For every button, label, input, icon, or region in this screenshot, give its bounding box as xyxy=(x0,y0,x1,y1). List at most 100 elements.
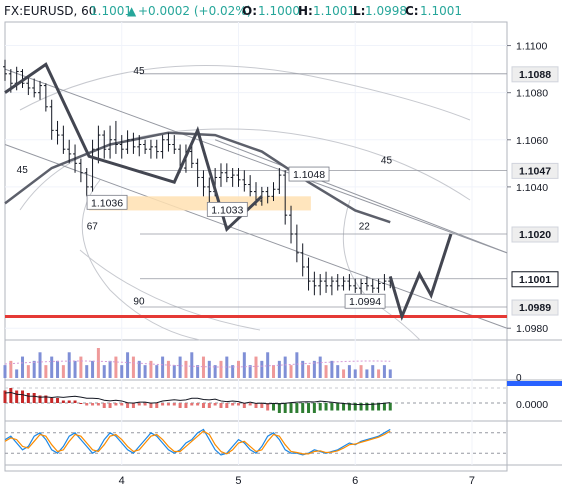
volume-bar xyxy=(26,365,30,378)
annotation-box xyxy=(344,293,386,309)
candle xyxy=(148,139,153,159)
candle xyxy=(318,274,323,296)
annotation-label: 1.1048 xyxy=(293,169,325,181)
price-tag-label: 1.0989 xyxy=(519,302,551,314)
oscillator-bar xyxy=(236,403,240,406)
volume-bar xyxy=(178,356,182,378)
price-tag-box xyxy=(511,162,559,179)
price-tag: 1.1001 xyxy=(511,271,559,288)
candle xyxy=(61,125,66,154)
fib-arc xyxy=(79,249,261,331)
candle xyxy=(283,170,288,225)
candle xyxy=(207,177,212,204)
candle xyxy=(67,139,72,164)
fib-arc xyxy=(19,128,471,211)
oscillator-bar xyxy=(359,403,363,411)
low-value: 1.0998 xyxy=(365,4,407,18)
candle xyxy=(55,120,60,145)
oscillator-bar xyxy=(108,403,112,408)
candle xyxy=(84,168,89,197)
volume-bar xyxy=(266,352,270,378)
volume-bar xyxy=(149,360,153,378)
annotation-box xyxy=(206,201,248,217)
fib-label: 90 xyxy=(133,297,145,308)
volume-bar xyxy=(353,369,357,378)
oscillator-bar xyxy=(61,400,65,403)
volume-bar xyxy=(143,365,147,378)
candle xyxy=(335,274,340,291)
oscillator-bar xyxy=(67,400,71,403)
oscillator-bar xyxy=(50,398,54,403)
oscillator-bar xyxy=(126,403,130,408)
oscillator-bar xyxy=(26,393,30,403)
volume-bar xyxy=(336,365,340,378)
y-tick-label: 1.0980 xyxy=(516,323,548,335)
oscillator-bar xyxy=(219,403,223,408)
candle xyxy=(154,139,159,159)
volume-bar xyxy=(347,365,351,378)
volume-bar xyxy=(248,365,252,378)
candle xyxy=(324,271,329,293)
arrow-up-icon: ▲ xyxy=(127,4,137,18)
x-tick-label: 4 xyxy=(119,475,125,487)
volume-bar xyxy=(3,365,7,378)
y-tick-label: 1.1100 xyxy=(516,41,547,53)
volume-bar xyxy=(236,360,240,378)
volume-bar xyxy=(79,356,83,378)
oscillator-bar xyxy=(347,403,351,411)
price-tag-label: 1.1001 xyxy=(519,274,551,286)
oscillator-bar xyxy=(114,403,118,406)
volume-ma-line xyxy=(4,360,391,368)
fib-label: 45 xyxy=(133,66,145,77)
oscillator-bar xyxy=(149,403,153,408)
oscillator-zero-label: 0.0000 xyxy=(516,399,548,411)
volume-bar xyxy=(9,360,13,378)
y-tick-label: 1.1060 xyxy=(516,135,548,147)
volume-bar xyxy=(219,360,223,378)
volume-bar xyxy=(359,365,363,378)
oscillator-bar xyxy=(21,390,25,403)
candle xyxy=(119,135,124,159)
volume-bar xyxy=(225,356,229,378)
candle xyxy=(236,168,241,187)
candle xyxy=(289,205,294,244)
oscillator-bar xyxy=(231,403,235,406)
volume-bar xyxy=(161,356,165,378)
volume-bar xyxy=(190,352,194,378)
candle xyxy=(242,170,247,192)
fib-label: 67 xyxy=(87,221,99,232)
volume-bar xyxy=(289,365,293,378)
oscillator-line xyxy=(4,391,391,406)
low-label: L: xyxy=(353,4,365,18)
volume-bar xyxy=(272,365,276,378)
candle xyxy=(43,83,48,112)
candle xyxy=(224,163,229,183)
volume-zero-label: 0 xyxy=(516,373,522,384)
oscillator-bar xyxy=(102,403,106,408)
close-value: 1.1001 xyxy=(420,4,462,18)
price-tag-box xyxy=(511,299,559,316)
annotation-label: 1.1036 xyxy=(91,197,123,209)
volume-bar xyxy=(324,365,328,378)
price-tag-box xyxy=(511,226,559,243)
oscillator-bar xyxy=(201,403,205,408)
volume-bar xyxy=(155,365,159,378)
volume-bar xyxy=(201,356,205,378)
candle xyxy=(32,78,37,98)
candle xyxy=(306,257,311,291)
zigzag-line xyxy=(4,62,263,233)
candle xyxy=(78,158,83,183)
price-tag-label: 1.1047 xyxy=(519,165,551,177)
volume-bar xyxy=(184,360,188,378)
candle xyxy=(329,276,334,296)
oscillator-bar xyxy=(131,403,135,408)
oscillator-bar xyxy=(330,403,334,411)
oscillator-bar xyxy=(73,400,77,403)
candle xyxy=(49,99,54,140)
fib-label: 45 xyxy=(381,155,393,166)
volume-bar xyxy=(85,365,89,378)
oscillator-bar xyxy=(178,403,182,408)
oscillator-bar xyxy=(225,403,229,408)
